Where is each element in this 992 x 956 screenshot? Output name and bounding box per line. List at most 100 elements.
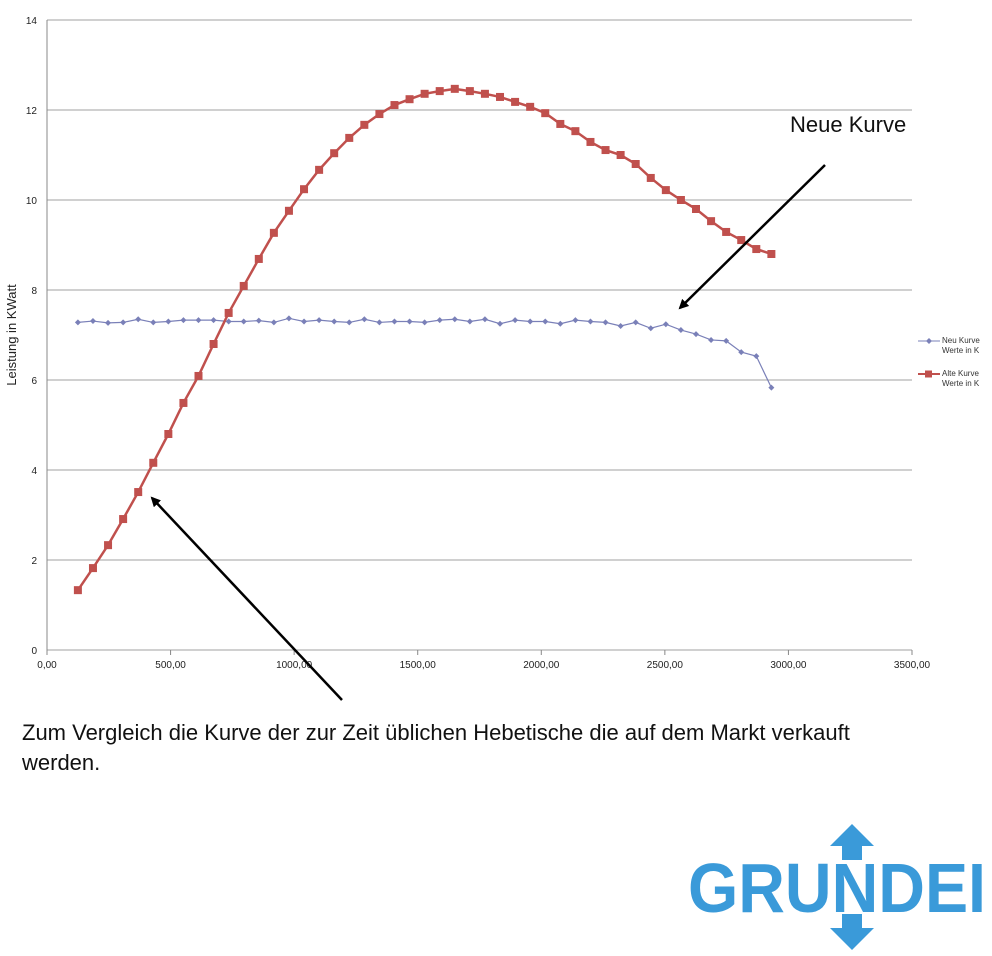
data-point bbox=[179, 398, 188, 407]
data-point bbox=[496, 92, 505, 101]
data-point bbox=[512, 317, 519, 324]
x-tick-label: 1500,00 bbox=[400, 660, 437, 671]
x-tick-label: 0,00 bbox=[37, 660, 57, 671]
data-point bbox=[405, 95, 414, 104]
data-point bbox=[361, 316, 368, 323]
data-point bbox=[285, 315, 292, 322]
data-point bbox=[421, 319, 428, 326]
data-point bbox=[73, 586, 82, 595]
data-point bbox=[149, 458, 158, 467]
data-point bbox=[269, 228, 278, 237]
data-point bbox=[662, 321, 669, 328]
data-point bbox=[677, 327, 684, 334]
x-tick-label: 3500,00 bbox=[894, 660, 931, 671]
annotation-arrow bbox=[678, 164, 826, 310]
data-point bbox=[209, 340, 218, 348]
data-point bbox=[541, 109, 550, 118]
y-tick-label: 12 bbox=[26, 106, 38, 117]
legend-label: Neu Kurve Werte in K bbox=[942, 336, 980, 355]
data-point bbox=[210, 317, 217, 324]
data-point bbox=[224, 308, 233, 317]
data-point bbox=[88, 564, 97, 573]
data-point bbox=[451, 316, 458, 323]
data-point bbox=[194, 371, 203, 380]
data-point bbox=[89, 318, 96, 325]
data-point bbox=[571, 127, 580, 136]
data-point bbox=[406, 318, 413, 325]
y-tick-label: 4 bbox=[31, 466, 37, 477]
data-point bbox=[240, 318, 247, 325]
annotation: Neue Kurve bbox=[790, 112, 907, 137]
data-point bbox=[450, 84, 459, 93]
y-tick-label: 6 bbox=[31, 376, 37, 387]
y-tick-label: 14 bbox=[26, 16, 38, 27]
data-point bbox=[602, 319, 609, 326]
logo: GRUNDEI bbox=[688, 824, 986, 950]
data-point bbox=[104, 541, 113, 550]
legend-marker bbox=[925, 370, 932, 378]
data-point bbox=[616, 151, 625, 159]
data-point bbox=[497, 320, 504, 327]
data-point bbox=[225, 318, 232, 325]
x-tick-label: 2500,00 bbox=[647, 660, 684, 671]
y-tick-label: 8 bbox=[31, 286, 37, 297]
data-point bbox=[737, 236, 746, 245]
data-point bbox=[768, 384, 775, 391]
data-point bbox=[255, 317, 262, 324]
data-point bbox=[692, 331, 699, 338]
data-point bbox=[617, 323, 624, 329]
data-point bbox=[315, 165, 324, 174]
data-point bbox=[723, 337, 730, 344]
data-point bbox=[646, 173, 655, 182]
data-point bbox=[752, 245, 761, 254]
data-point bbox=[586, 137, 595, 146]
data-point bbox=[722, 227, 731, 236]
legend-marker bbox=[926, 338, 932, 344]
data-point bbox=[631, 160, 640, 168]
data-point bbox=[346, 319, 353, 326]
data-point bbox=[180, 317, 187, 324]
data-point bbox=[360, 120, 369, 129]
y-tick-label: 10 bbox=[26, 196, 38, 207]
data-point bbox=[270, 319, 277, 326]
data-point bbox=[480, 89, 489, 98]
data-point bbox=[390, 101, 399, 110]
data-point bbox=[239, 281, 248, 290]
annotation: Zum Vergleich die Kurve der zur Zeit übl… bbox=[22, 720, 850, 775]
data-point bbox=[676, 196, 685, 204]
data-point bbox=[526, 102, 535, 111]
data-point bbox=[316, 317, 323, 324]
data-point bbox=[466, 318, 473, 325]
data-point bbox=[195, 317, 202, 324]
data-point bbox=[481, 316, 488, 323]
data-point bbox=[465, 87, 474, 96]
data-point bbox=[587, 318, 594, 325]
data-point bbox=[376, 319, 383, 326]
data-point bbox=[105, 319, 112, 326]
data-point bbox=[391, 318, 398, 325]
data-point bbox=[738, 349, 745, 356]
data-point bbox=[135, 316, 142, 323]
data-point bbox=[345, 133, 354, 142]
data-point bbox=[632, 319, 639, 326]
y-axis-label: Leistung in KWatt bbox=[4, 284, 19, 386]
data-point bbox=[420, 89, 429, 98]
data-point bbox=[708, 336, 715, 343]
data-point bbox=[300, 185, 309, 194]
data-point bbox=[661, 186, 670, 195]
data-point bbox=[119, 515, 128, 524]
data-point bbox=[331, 318, 338, 325]
data-point bbox=[753, 353, 760, 360]
data-point bbox=[511, 97, 520, 106]
data-point bbox=[436, 317, 443, 324]
annotation-arrow bbox=[150, 496, 343, 701]
x-tick-label: 1000,00 bbox=[276, 660, 313, 671]
x-tick-label: 3000,00 bbox=[770, 660, 807, 671]
data-point bbox=[707, 217, 716, 226]
data-point bbox=[165, 318, 172, 325]
data-point bbox=[542, 318, 549, 325]
series-line bbox=[77, 317, 772, 388]
data-point bbox=[74, 319, 81, 326]
y-tick-label: 0 bbox=[31, 646, 37, 657]
